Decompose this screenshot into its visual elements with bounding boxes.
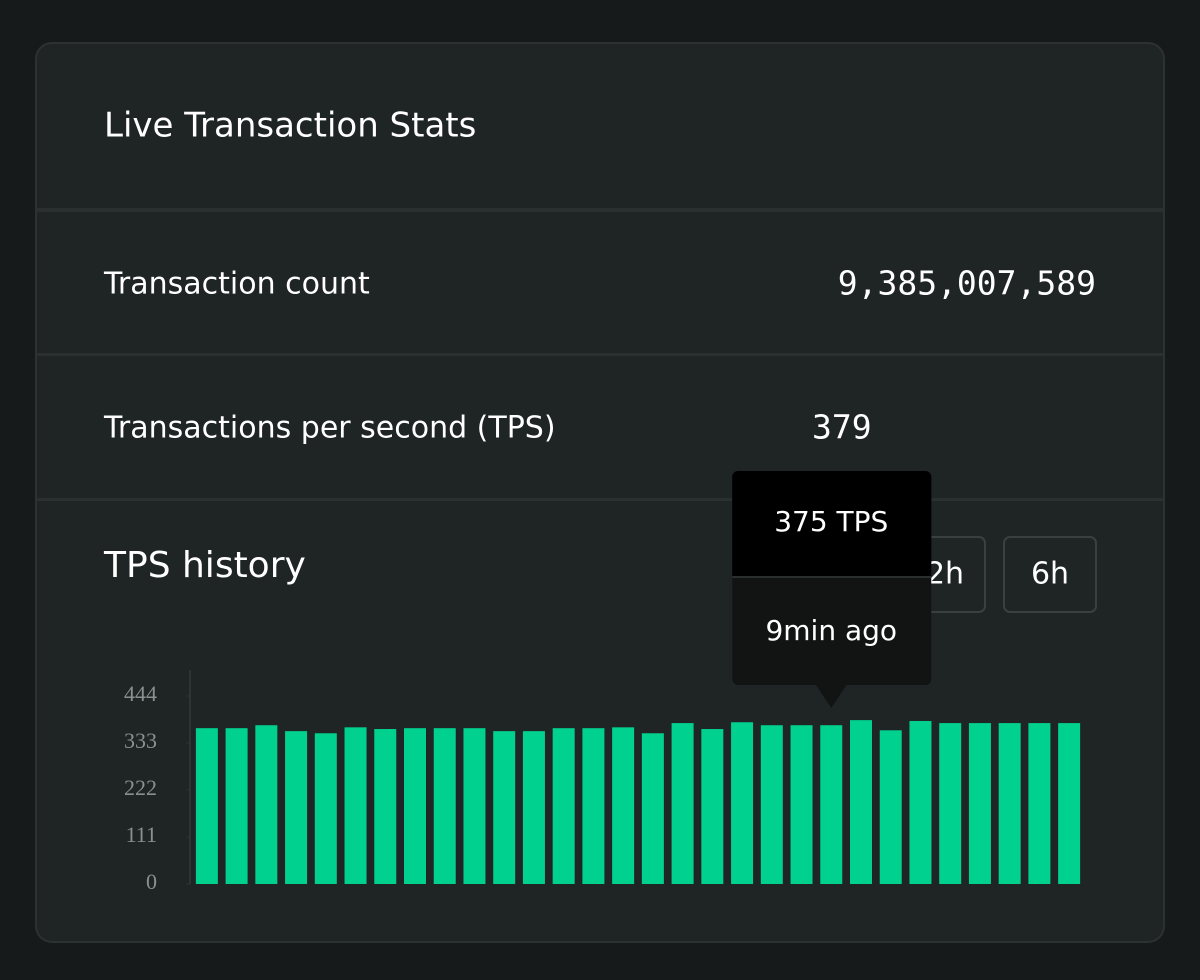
bar bbox=[433, 728, 456, 884]
bar bbox=[403, 728, 427, 884]
bar bbox=[195, 728, 218, 884]
bar bbox=[879, 730, 902, 884]
divider bbox=[37, 353, 1163, 356]
y-tick-label: 0 bbox=[146, 869, 157, 894]
bar bbox=[760, 725, 783, 884]
bar bbox=[641, 733, 664, 884]
tooltip-top bbox=[732, 471, 932, 577]
bar bbox=[849, 720, 873, 884]
bar bbox=[582, 728, 605, 884]
tooltip-value: 375 TPS bbox=[774, 505, 888, 538]
y-tick-label: 222 bbox=[124, 775, 157, 800]
range-button[interactable]: 6h bbox=[1003, 536, 1097, 613]
tooltip-arrow bbox=[815, 684, 848, 708]
button-label[interactable]: 6h bbox=[1031, 557, 1069, 592]
bar bbox=[968, 723, 991, 884]
button-label[interactable]: 2h bbox=[926, 557, 964, 592]
bar bbox=[820, 725, 843, 884]
bar bbox=[255, 725, 278, 884]
bar bbox=[463, 728, 486, 884]
bar bbox=[998, 723, 1021, 884]
stat-value: 9,385,007,589 bbox=[838, 264, 1096, 303]
divider bbox=[37, 208, 1163, 212]
bar bbox=[731, 722, 754, 884]
bar bbox=[612, 727, 635, 884]
stat-label: Transactions per second (TPS) bbox=[103, 411, 556, 446]
button-frame bbox=[1003, 536, 1097, 613]
chart: 0 111 222 333 444 bbox=[124, 681, 1081, 894]
y-tick-label: 333 bbox=[124, 728, 157, 753]
y-tick-label: 444 bbox=[124, 681, 157, 706]
bar bbox=[314, 733, 337, 884]
card bbox=[35, 42, 1165, 943]
bar bbox=[701, 729, 724, 884]
y-tick-label: 111 bbox=[126, 822, 157, 847]
divider bbox=[37, 498, 1163, 501]
bar bbox=[285, 731, 308, 884]
bar bbox=[1058, 723, 1081, 884]
bar bbox=[939, 723, 962, 884]
bar bbox=[225, 728, 248, 884]
bar bbox=[344, 727, 367, 884]
bar bbox=[522, 731, 545, 884]
bar bbox=[790, 725, 813, 884]
section-title: TPS history bbox=[103, 545, 306, 586]
bar bbox=[671, 723, 694, 884]
stat-value: 379 bbox=[812, 408, 872, 447]
stat-label: Transaction count bbox=[103, 267, 370, 302]
tooltip-time: 9min ago bbox=[765, 614, 897, 647]
bar bbox=[493, 731, 516, 884]
bar bbox=[374, 729, 397, 884]
card-title: Live Transaction Stats bbox=[104, 106, 476, 146]
bar bbox=[1028, 723, 1051, 884]
bar bbox=[552, 728, 575, 884]
bar bbox=[909, 720, 932, 884]
tooltip: 375 TPS 9min ago bbox=[732, 471, 932, 708]
